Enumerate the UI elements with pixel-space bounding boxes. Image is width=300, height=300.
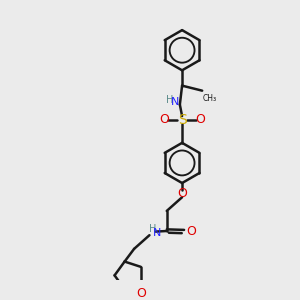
Text: H: H [166,94,173,105]
Text: N: N [153,228,161,238]
Text: CH₃: CH₃ [202,94,217,103]
Text: S: S [178,113,187,127]
Text: O: O [136,287,146,300]
Text: O: O [177,187,187,200]
Text: N: N [171,98,179,107]
Text: O: O [159,113,169,126]
Text: O: O [186,225,196,238]
Text: H: H [149,224,157,234]
Text: O: O [195,113,205,126]
